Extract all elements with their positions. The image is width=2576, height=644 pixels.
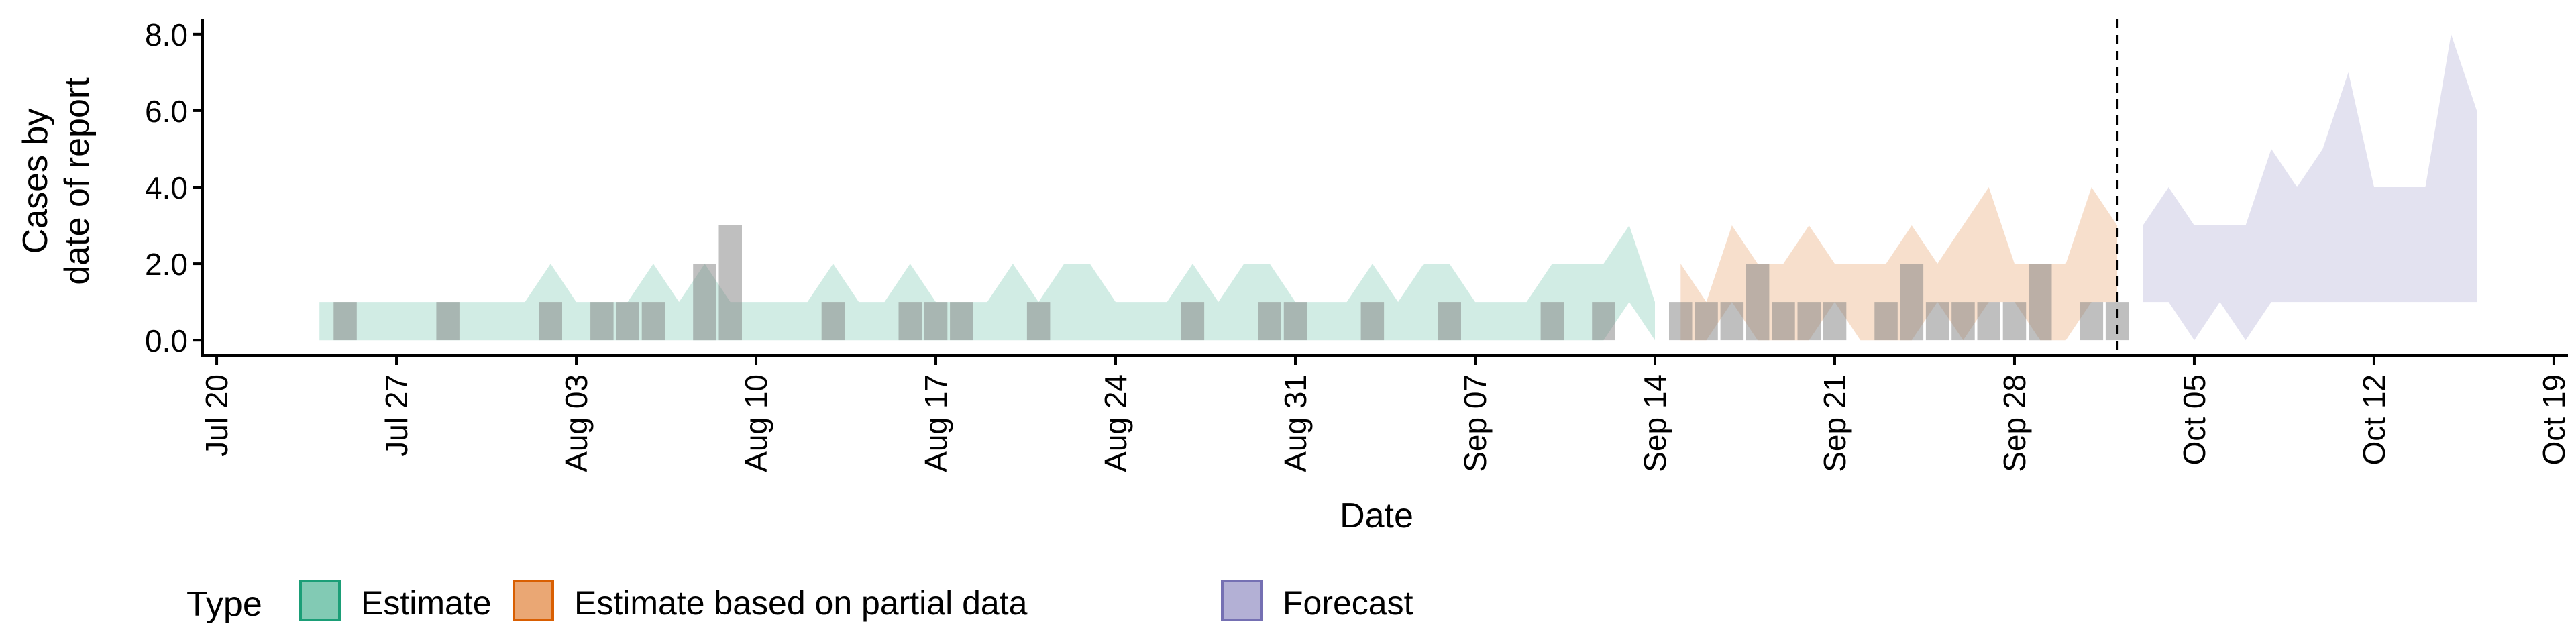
observed-bar	[2080, 302, 2104, 341]
y-tick-label: 2.0	[145, 247, 188, 282]
x-tick-label: Sep 14	[1638, 374, 1672, 472]
observed-bar	[950, 302, 973, 341]
observed-bar	[1977, 302, 2000, 341]
x-tick-label: Jul 20	[199, 374, 234, 457]
observed-bar	[1823, 302, 1847, 341]
legend-item: Estimate based on partial data	[513, 580, 1028, 622]
legend-item: Estimate	[299, 580, 492, 622]
observed-bar	[1438, 302, 1461, 341]
observed-bar	[1695, 302, 1718, 341]
observed-bar	[1540, 302, 1564, 341]
legend-swatch	[1221, 580, 1263, 621]
y-axis-title-line-2: date of report	[58, 77, 97, 285]
x-tick-label: Sep 07	[1458, 374, 1493, 472]
observed-bar	[1951, 302, 1975, 341]
observed-bar	[1181, 302, 1205, 341]
observed-bar	[1772, 302, 1795, 341]
observed-bars-layer	[333, 225, 2129, 341]
observed-bar	[718, 225, 742, 341]
observed-bar	[693, 264, 716, 341]
x-axis-ticks: Jul 20 Jul 27 Aug 03 Aug 10 Aug 17 Aug 24 Aug …	[199, 356, 2571, 472]
y-tick-label: 8.0	[145, 17, 188, 52]
y-axis-ticks: 0.0 2.0 4.0 6.0 8.0	[145, 17, 203, 358]
observed-bar	[1746, 264, 1770, 341]
y-axis-title-line-1: Cases by	[16, 109, 55, 254]
observed-bar	[616, 302, 639, 341]
legend-title: Type	[186, 585, 262, 624]
observed-bar	[590, 302, 614, 341]
y-tick-label: 6.0	[145, 94, 188, 129]
x-tick-label: Oct 12	[2357, 374, 2392, 466]
observed-bar	[2002, 302, 2027, 341]
observed-bar	[1900, 264, 1924, 341]
observed-bar	[1874, 302, 1898, 341]
observed-bar	[924, 302, 948, 341]
observed-bar	[641, 302, 665, 341]
legend-swatch	[299, 580, 341, 621]
observed-bar	[1283, 302, 1307, 341]
axes-layer: 0.0 2.0 4.0 6.0 8.0 Jul 20 Jul 27 Aug 03 Aug 10…	[145, 17, 2571, 472]
observed-bar	[821, 302, 845, 341]
x-axis-title: Date	[1340, 496, 1413, 535]
legend-label: Estimate	[361, 584, 492, 622]
x-tick-label: Aug 10	[739, 374, 773, 472]
observed-bar	[2105, 302, 2129, 341]
ribbon-layer	[319, 34, 2477, 341]
y-tick-label: 0.0	[145, 323, 188, 358]
x-tick-label: Oct 19	[2536, 374, 2571, 466]
observed-bar	[2029, 264, 2052, 341]
x-tick-label: Oct 05	[2177, 374, 2212, 466]
observed-bar	[1925, 302, 1949, 341]
legend-label: Forecast	[1283, 584, 1413, 622]
legend-item: Forecast	[1221, 580, 1413, 622]
legend-label: Estimate based on partial data	[574, 584, 1028, 622]
x-tick-label: Jul 27	[379, 374, 414, 457]
observed-bar	[436, 302, 460, 341]
observed-bar	[1026, 302, 1051, 341]
x-tick-label: Sep 21	[1817, 374, 1852, 472]
x-tick-label: Aug 17	[918, 374, 953, 472]
legend-swatch	[513, 580, 554, 621]
observed-bar	[1258, 302, 1281, 341]
x-tick-label: Aug 31	[1278, 374, 1313, 472]
observed-bar	[1592, 302, 1615, 341]
ribbon-forecast	[2143, 34, 2477, 341]
x-tick-label: Aug 03	[559, 374, 594, 472]
observed-bar	[1797, 302, 1821, 341]
observed-bar	[1360, 302, 1385, 341]
observed-bar	[333, 302, 357, 341]
y-tick-label: 4.0	[145, 170, 188, 205]
x-tick-label: Sep 28	[1997, 374, 2032, 472]
x-tick-label: Aug 24	[1098, 374, 1133, 472]
observed-bar	[898, 302, 922, 341]
observed-bar	[539, 302, 562, 341]
observed-bar	[1720, 302, 1744, 341]
legend-items: Estimate Estimate based on partial data Fo…	[299, 580, 1413, 622]
observed-bar	[1669, 302, 1693, 341]
legend: Type Estimate Estimate based on partial d…	[186, 580, 1413, 624]
